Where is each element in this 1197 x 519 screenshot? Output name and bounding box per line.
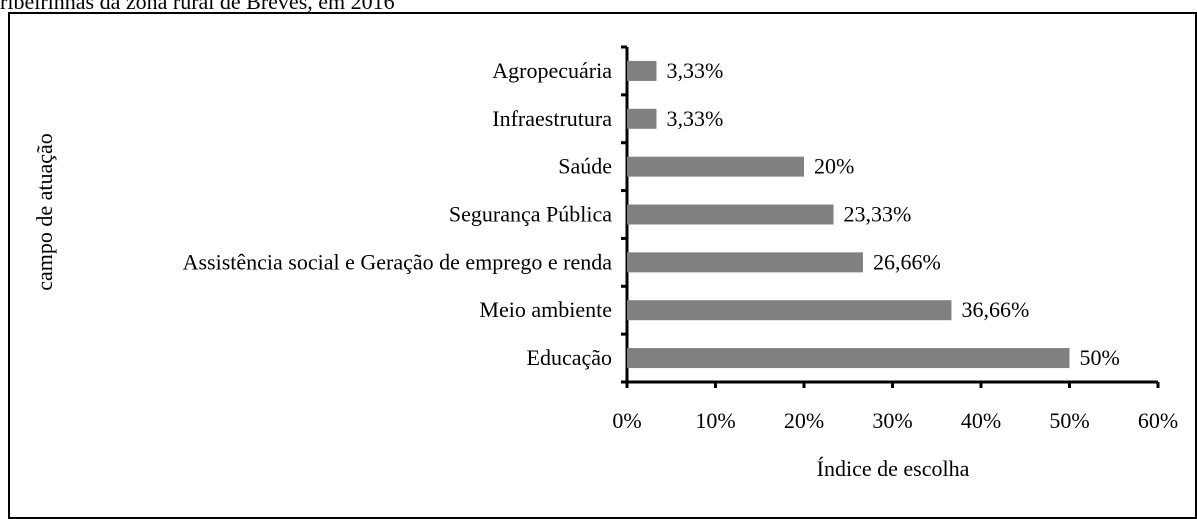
x-tick-label: 20% — [784, 408, 824, 433]
y-tick-label: Meio ambiente — [479, 297, 612, 322]
y-tick-label: Saúde — [558, 154, 612, 179]
value-label: 50% — [1080, 345, 1120, 370]
frame — [8, 12, 1197, 519]
y-tick-label: Segurança Pública — [449, 202, 612, 227]
value-label: 36,66% — [961, 297, 1029, 322]
x-axis-label: Índice de escolha — [817, 456, 970, 481]
x-tick-label: 10% — [695, 408, 735, 433]
bar — [627, 108, 657, 129]
x-tick-label: 50% — [1049, 408, 1089, 433]
value-label: 23,33% — [843, 202, 911, 227]
y-tick-label: Assistência social e Geração de emprego … — [183, 249, 613, 274]
value-label: 3,33% — [666, 58, 723, 83]
y-tick-label: Infraestrutura — [492, 106, 612, 131]
bar — [627, 300, 952, 321]
bar — [627, 348, 1070, 369]
value-label: 3,33% — [666, 106, 723, 131]
chart-title: ribeirinhas da zona rural de Breves, em … — [0, 0, 395, 14]
x-tick-label: 60% — [1138, 408, 1178, 433]
x-tick-label: 30% — [872, 408, 912, 433]
y-axis-label: campo de atuação — [32, 133, 57, 291]
x-tick-label: 40% — [961, 408, 1001, 433]
y-tick-label: Agropecuária — [492, 58, 612, 83]
bar — [627, 60, 657, 81]
bar — [627, 252, 863, 273]
bar — [627, 204, 834, 225]
x-tick-label: 0% — [612, 408, 641, 433]
value-label: 20% — [814, 154, 854, 179]
value-label: 26,66% — [873, 249, 941, 274]
y-tick-label: Educação — [527, 345, 613, 370]
bar — [627, 156, 804, 177]
